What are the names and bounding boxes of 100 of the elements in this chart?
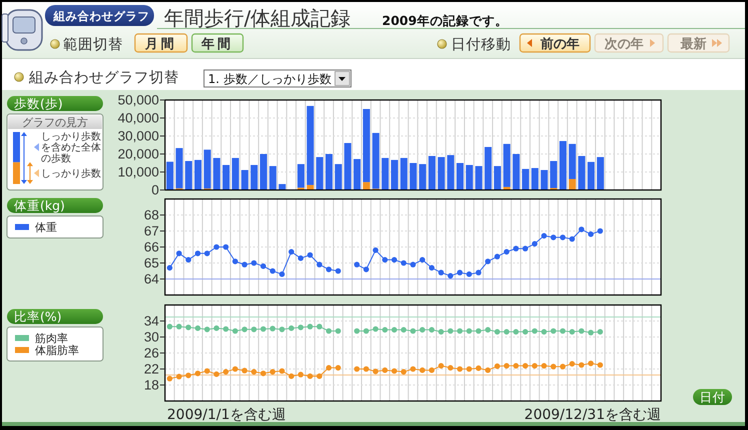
point (466, 271, 472, 277)
point (354, 262, 360, 268)
bar (297, 164, 304, 188)
point (260, 370, 266, 376)
point (513, 246, 519, 252)
y-axis-title: 比率(%) (14, 309, 62, 324)
point (494, 254, 500, 260)
point (504, 329, 510, 335)
bar (447, 155, 454, 190)
bar (466, 164, 473, 190)
point (560, 364, 566, 370)
point (279, 326, 285, 332)
point (214, 244, 220, 250)
point (288, 325, 294, 331)
point (214, 325, 220, 331)
point (588, 360, 594, 366)
point (522, 329, 528, 335)
point (335, 365, 341, 371)
point (400, 327, 406, 333)
bar (438, 157, 445, 190)
bar (540, 170, 548, 190)
point (456, 366, 463, 372)
point (485, 327, 491, 333)
bar (278, 184, 286, 190)
bar (250, 164, 258, 190)
point (176, 324, 182, 330)
point (400, 260, 406, 266)
point (504, 249, 510, 255)
point (307, 324, 313, 330)
point (270, 326, 276, 332)
point (597, 228, 603, 234)
bar (475, 166, 482, 190)
point (428, 367, 435, 373)
legend-title: グラフの見方 (22, 116, 88, 129)
bar (344, 143, 352, 190)
point (522, 246, 528, 252)
point (391, 327, 398, 333)
point (242, 368, 248, 374)
point (569, 236, 575, 242)
point (466, 328, 472, 334)
point (298, 255, 304, 261)
point (232, 366, 238, 372)
point (288, 249, 294, 255)
y-tick-label: 40,000 (118, 110, 159, 126)
point (476, 365, 482, 371)
point (279, 368, 285, 374)
legend-label: 体重 (35, 221, 57, 234)
point (513, 329, 519, 335)
point (476, 328, 482, 334)
point (223, 244, 229, 250)
point (279, 271, 285, 277)
bar (382, 158, 389, 190)
point (522, 363, 528, 369)
point (176, 374, 182, 380)
point (270, 268, 276, 274)
bar (326, 154, 333, 190)
text: 1. 歩数／しっかり歩数 (208, 72, 332, 86)
bar (213, 158, 220, 190)
point (316, 262, 322, 268)
y-tick-label: 68 (144, 208, 159, 223)
point (326, 328, 332, 334)
point (560, 328, 566, 334)
bar (306, 106, 314, 185)
point (448, 365, 454, 371)
point (223, 369, 229, 375)
point (372, 247, 378, 253)
y-tick-label: 10,000 (118, 164, 159, 180)
text: 2009/1/1を含む週 (167, 407, 286, 423)
y-tick-label: 20,000 (118, 146, 159, 162)
point (186, 257, 192, 263)
point (476, 270, 482, 276)
bar (588, 162, 595, 190)
bar (568, 179, 576, 190)
point (578, 226, 584, 232)
point (550, 364, 556, 370)
legend-label: しっかり歩数を含めた全体の歩数 (41, 130, 101, 165)
bar (512, 154, 520, 190)
point (316, 373, 322, 379)
point (251, 326, 257, 332)
point (307, 373, 313, 379)
point (420, 257, 426, 263)
legend-label: 筋肉率 (35, 332, 68, 345)
y-tick-label: 26 (144, 346, 159, 361)
point (438, 329, 444, 335)
point (485, 367, 491, 373)
point (260, 263, 266, 269)
text: 2009/12/31を含む週 (524, 407, 661, 423)
point (532, 363, 538, 369)
bar (522, 168, 530, 190)
bar (334, 164, 342, 190)
point (194, 370, 201, 376)
bar (166, 162, 174, 190)
point (382, 367, 388, 373)
point (214, 371, 220, 377)
bar (410, 163, 417, 190)
bar (232, 158, 239, 190)
text: 日付移動 (451, 36, 511, 53)
point (578, 328, 584, 334)
bar (456, 163, 464, 190)
point (448, 273, 454, 279)
